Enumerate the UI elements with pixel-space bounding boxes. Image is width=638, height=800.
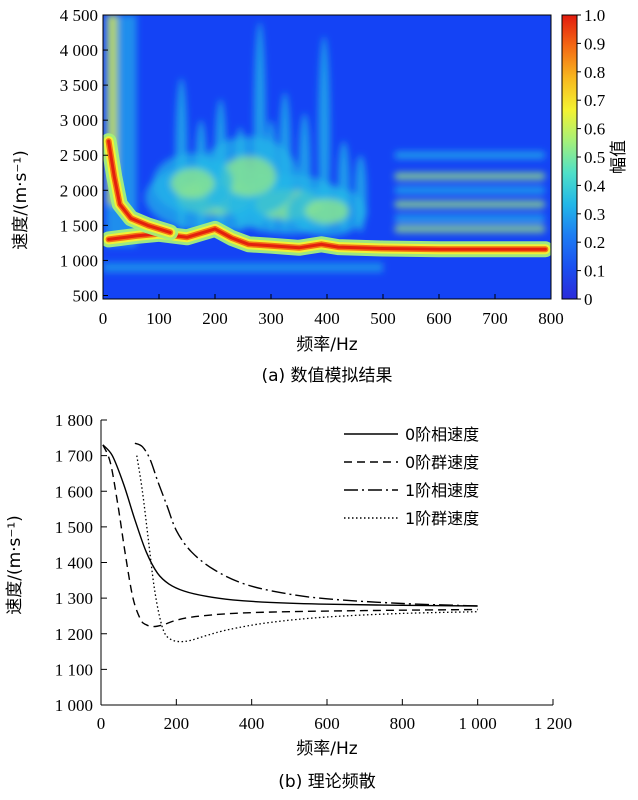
colorbar-tick-label: 0.5 [584,148,605,167]
x-tick-label: 700 [482,309,508,328]
colorbar-tick-label: 0.7 [584,91,606,110]
legend: 0阶相速度 0阶群速度 1阶相速度 1阶群速度 [344,425,479,528]
y-tick-label: 1 600 [55,482,93,501]
energy-band [103,262,383,273]
dispersion-x-ticks: 0 200 400 600 800 1 000 1 200 [97,699,572,733]
y-tick-label: 1 300 [55,589,93,608]
dispersion-x-axis-label: 频率/Hz [296,739,358,759]
y-tick-label: 1 400 [55,554,93,573]
series-line-1 [102,444,478,628]
colorbar-tick-label: 0.6 [584,120,605,139]
y-tick-label: 1 500 [55,518,93,537]
series-line-0 [102,444,478,607]
x-tick-label: 400 [314,309,340,328]
y-tick-label: 1 100 [55,660,93,679]
y-tick-label: 4 500 [60,6,98,25]
heatmap-texture [103,15,546,273]
energy-patch [170,168,215,199]
colorbar-tick-label: 1.0 [584,6,605,25]
energy-band [394,224,546,233]
heatmap-caption: (a) 数值模拟结果 [261,366,392,386]
dispersion-y-ticks: 1 000 1 100 1 200 1 300 1 400 1 500 1 600 1 700… [55,411,107,715]
legend-label: 0阶群速度 [405,453,479,472]
colorbar-tick-label: 0.4 [584,176,606,195]
colorbar-tick-label: 0.8 [584,63,605,82]
legend-label: 0阶相速度 [405,425,479,444]
series-line-2 [134,442,478,607]
x-tick-label: 600 [426,309,452,328]
x-tick-label: 100 [146,309,172,328]
x-tick-label: 300 [258,309,284,328]
y-tick-label: 1 700 [55,447,93,466]
y-tick-label: 1 000 [55,696,93,715]
energy-patch [221,156,277,197]
colorbar-tick-label: 0.2 [584,233,605,252]
colorbar-label: 幅值 [609,140,629,174]
heatmap-x-ticks: 0 100 200 300 400 500 600 700 800 [99,294,564,328]
heatmap-panel: 0 100 200 300 400 500 600 700 800 500 1 000 1 500 2… [11,6,629,386]
energy-patch [107,15,118,205]
x-tick-label: 500 [370,309,396,328]
y-tick-label: 1 000 [60,251,98,270]
y-tick-label: 1 800 [55,411,93,430]
series-line-3 [136,455,478,643]
x-tick-label: 1 000 [459,714,497,733]
colorbar-tick-label: 0.9 [584,34,605,53]
energy-patch [305,198,349,224]
colorbar-tick-label: 0.3 [584,205,605,224]
heatmap-plot-area [103,15,551,299]
energy-band [394,186,546,195]
x-tick-label: 1 200 [534,714,572,733]
energy-band [394,151,546,160]
y-tick-label: 3 000 [60,111,98,130]
x-tick-label: 400 [239,714,265,733]
heatmap-y-axis-label: 速度/(m·s⁻¹) [11,150,31,250]
dispersion-y-axis-label: 速度/(m·s⁻¹) [5,515,25,615]
legend-label: 1阶群速度 [405,509,479,528]
y-tick-label: 500 [73,286,99,305]
ridge-0 [107,227,547,251]
dispersion-caption: (b) 理论频散 [278,772,375,792]
x-tick-label: 0 [99,309,108,328]
y-tick-label: 1 200 [55,625,93,644]
colorbar-tick-label: 0 [584,290,593,309]
y-tick-label: 4 000 [60,41,98,60]
dispersion-series [102,442,478,643]
y-tick-label: 1 500 [60,216,98,235]
energy-band [394,172,546,181]
x-tick-label: 200 [202,309,228,328]
y-tick-label: 3 500 [60,76,98,95]
y-tick-label: 2 000 [60,181,98,200]
heatmap-x-axis-label: 频率/Hz [296,335,358,355]
x-tick-label: 800 [390,714,416,733]
x-tick-label: 800 [538,309,564,328]
x-tick-label: 600 [314,714,340,733]
heatmap-y-ticks: 500 1 000 1 500 2 000 2 500 3 000 3 500 4 000 4 … [60,6,108,305]
legend-label: 1阶相速度 [405,481,479,500]
colorbar-tick-label: 0.1 [584,262,605,281]
heatmap-ridges [103,133,551,258]
colorbar-ticks: 0 0.1 0.2 0.3 0.4 0.5 0.6 0.7 0.8 0.9 1.0 [577,6,606,309]
energy-band [394,200,546,209]
colorbar [561,14,578,300]
x-tick-label: 0 [97,714,106,733]
x-tick-label: 200 [164,714,190,733]
y-tick-label: 2 500 [60,146,98,165]
energy-band [394,214,546,223]
ridge-1 [107,139,172,234]
